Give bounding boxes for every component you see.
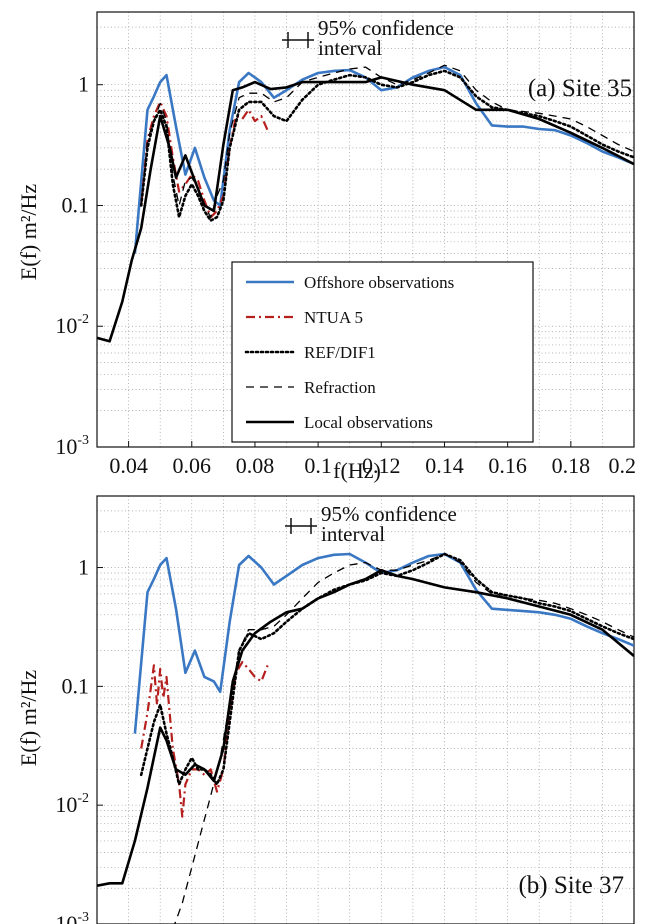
x-tick-label: 0.08	[236, 453, 275, 478]
y-tick-label: 0.1	[62, 192, 90, 217]
plot-frame	[96, 11, 635, 448]
series-group	[97, 64, 634, 343]
x-tick-label: 0.16	[488, 453, 527, 478]
y-tick-label: 10-3	[55, 433, 89, 459]
x-tick-label: 0.18	[552, 453, 591, 478]
series-line-refraction	[140, 64, 634, 218]
panel-b: 10-3 10-2 0.1 1 (b) Site 37 95% confidenceint…	[55, 495, 635, 924]
confidence-interval-marker	[285, 518, 317, 534]
series-line-local-observations	[97, 568, 634, 887]
panel-label: (b) Site 37	[518, 872, 624, 899]
ci-label-line1: 95% confidence	[318, 16, 454, 40]
x-tick-label: 0.2	[609, 453, 637, 478]
x-tick-label: 0.12	[362, 453, 401, 478]
panel-label: (a) Site 35	[528, 75, 632, 102]
series-group	[97, 552, 634, 924]
series-line-local-observations	[97, 76, 634, 343]
series-line-ntua-5	[140, 100, 269, 219]
x-axis-label: f(Hz)	[333, 458, 381, 483]
legend-label: Local observations	[304, 413, 433, 432]
y-tick-label: 1	[78, 72, 89, 97]
grid	[97, 496, 634, 924]
legend: Offshore observations NTUA 5 REF/DIF1 Refra…	[231, 261, 534, 443]
x-tick-label: 0.06	[173, 453, 212, 478]
x-tick-label: 0.14	[425, 453, 464, 478]
plot-frame	[96, 495, 635, 924]
panel-a: 10-3 10-2 0.1 1 0.04 0.06 0.08 0.1 0.12 0.14 0.16 0…	[55, 11, 637, 478]
x-tick-label: 0.04	[109, 453, 148, 478]
ci-label-line2: interval	[321, 522, 385, 546]
ci-label-line2: interval	[318, 36, 382, 60]
x-tick-label: 0.1	[304, 453, 332, 478]
y-tick-label: 10-2	[55, 312, 89, 338]
y-tick-label: 0.1	[62, 673, 90, 698]
confidence-interval-marker	[282, 32, 314, 48]
ci-label-line1: 95% confidence	[321, 502, 457, 526]
legend-label: REF/DIF1	[304, 343, 376, 362]
y-axis-label-a: E(f) m²/Hz	[16, 184, 41, 281]
y-axis-label-b: E(f) m²/Hz	[16, 670, 41, 767]
legend-label: Refraction	[304, 378, 376, 397]
grid	[97, 12, 634, 447]
y-tick-label: 10-3	[55, 910, 89, 924]
series-line-ntua-5	[140, 660, 269, 818]
series-line-ref-dif1	[139, 552, 634, 786]
y-tick-label: 1	[78, 555, 89, 580]
series-line-offshore-observations	[133, 552, 634, 734]
y-tick-label: 10-2	[55, 791, 89, 817]
legend-label: NTUA 5	[304, 308, 363, 327]
series-line-ref-dif1	[139, 69, 634, 222]
legend-label: Offshore observations	[304, 273, 454, 292]
